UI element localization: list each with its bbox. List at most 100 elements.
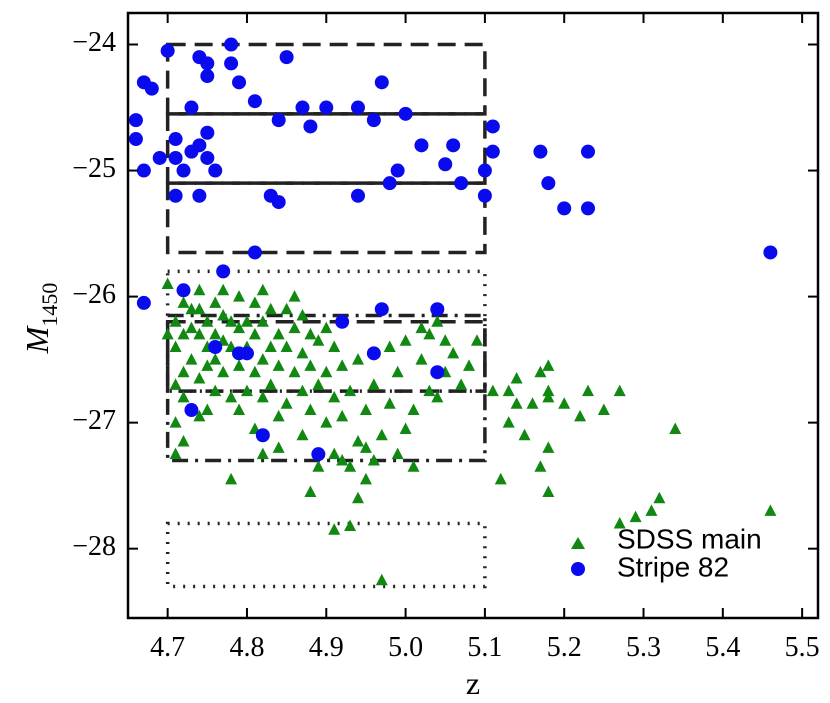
- stripe-82-point: [295, 100, 310, 115]
- sdss-main-point: [336, 453, 349, 466]
- stripe-82-point: [581, 201, 595, 216]
- sdss-main-point: [225, 390, 238, 403]
- legend-marker-sdss-main: [571, 537, 585, 549]
- sdss-main-point: [542, 485, 555, 497]
- stripe-82-point: [374, 75, 389, 90]
- stripe-82-point: [763, 245, 778, 260]
- stripe-82-point: [184, 100, 199, 115]
- sdss-main-point: [407, 403, 420, 416]
- sdss-main-point: [312, 460, 325, 472]
- sdss-main-point: [304, 403, 317, 416]
- sdss-main-point: [542, 441, 555, 453]
- stripe-82-point: [176, 163, 191, 178]
- sdss-main-point: [209, 384, 222, 397]
- sdss-main-point: [264, 340, 277, 353]
- sdss-main-point: [201, 315, 214, 327]
- sdss-main-point: [399, 334, 412, 346]
- sdss-main-point: [272, 327, 285, 340]
- sdss-main-point: [645, 504, 658, 516]
- sdss-main-point: [288, 290, 301, 302]
- y-tick-label: −27: [72, 405, 116, 436]
- stripe-82-point: [533, 144, 548, 159]
- sdss-main-point: [526, 397, 539, 409]
- stripe-82-point: [311, 447, 326, 462]
- sdss-main-point: [407, 460, 420, 472]
- stripe-82-point: [152, 150, 167, 165]
- sdss-main-point: [233, 321, 246, 334]
- x-tick-label: 4.9: [309, 632, 344, 663]
- sdss-main-point: [296, 346, 309, 359]
- sdss-main-point: [518, 428, 531, 441]
- sdss-main-point: [193, 372, 206, 384]
- sdss-main-point: [359, 472, 372, 485]
- y-tick-label: −28: [72, 531, 116, 562]
- stripe-82-point: [144, 81, 159, 96]
- stripe-82-point: [271, 113, 286, 128]
- x-tick-label: 4.7: [150, 632, 185, 663]
- sdss-main-point: [542, 384, 555, 397]
- sdss-main-point: [177, 296, 190, 308]
- sdss-main-point: [296, 309, 309, 321]
- stripe-82-point: [414, 138, 429, 153]
- sdss-main-point: [502, 416, 515, 428]
- stripe-82-point: [390, 163, 405, 178]
- stripe-82-point: [477, 163, 492, 178]
- stripe-82-point: [438, 157, 453, 172]
- sdss-main-point: [169, 447, 182, 460]
- stripe-82-point: [200, 150, 215, 165]
- stripe-82-point: [335, 314, 350, 329]
- sdss-main-point: [248, 327, 261, 340]
- sdss-main-point: [328, 447, 341, 460]
- stripe-82-point: [303, 119, 318, 134]
- x-axis-label: z: [466, 665, 480, 701]
- stripe-82-point: [477, 188, 492, 203]
- plot-frame: [126, 11, 820, 620]
- sdss-main-point: [352, 435, 364, 447]
- stripe-82-point: [176, 283, 191, 298]
- stripe-82-point: [446, 138, 461, 153]
- stripe-82-point: [224, 37, 239, 52]
- x-tick-label: 5.1: [467, 632, 502, 663]
- sdss-main-point: [486, 384, 499, 397]
- sdss-main-point: [470, 334, 483, 346]
- sdss-main-point: [264, 302, 277, 315]
- sdss-main-point: [336, 359, 349, 371]
- sdss-main-point: [558, 397, 571, 409]
- sdss-main-point: [169, 416, 182, 428]
- sdss-main-point: [328, 390, 341, 403]
- stripe-82-point: [430, 302, 445, 317]
- sdss-main-point: [209, 327, 222, 340]
- y-axis-label-subscript: 1450: [37, 283, 62, 327]
- y-tick-label: −24: [72, 27, 116, 58]
- sdss-main-point: [248, 296, 261, 308]
- stripe-82-point: [168, 132, 183, 147]
- sdss-main-point: [359, 441, 372, 453]
- sdss-main-point: [463, 359, 476, 371]
- sdss-main-point: [367, 378, 380, 390]
- sdss-main-point: [653, 491, 666, 504]
- sdss-main-point: [193, 409, 206, 422]
- sdss-main-point: [280, 302, 293, 315]
- sdss-main-point: [288, 321, 301, 334]
- stripe-82-point: [168, 150, 183, 165]
- sdss-main-point: [169, 378, 182, 390]
- sdss-main-point: [383, 340, 396, 353]
- sdss-main-point: [367, 453, 380, 466]
- sdss-main-point: [415, 321, 428, 334]
- sdss-main-point: [320, 321, 333, 334]
- sdss-main-point: [177, 390, 190, 403]
- x-tick-label: 4.8: [229, 632, 264, 663]
- stripe-82-point: [224, 56, 239, 71]
- stripe-82-point: [351, 188, 365, 203]
- legend-label-sdss-main: SDSS main: [617, 523, 762, 554]
- sdss-main-point: [272, 359, 285, 371]
- sdss-main-point: [217, 283, 230, 296]
- stripe-82-point: [168, 188, 183, 203]
- sdss-main-point: [296, 428, 309, 441]
- sdss-main-point: [304, 359, 317, 371]
- sdss-main-point: [288, 365, 301, 378]
- sdss-main-point: [502, 384, 515, 397]
- stripe-82-point: [160, 43, 175, 58]
- sdss-main-point: [344, 384, 357, 397]
- sdss-main-point: [391, 447, 404, 460]
